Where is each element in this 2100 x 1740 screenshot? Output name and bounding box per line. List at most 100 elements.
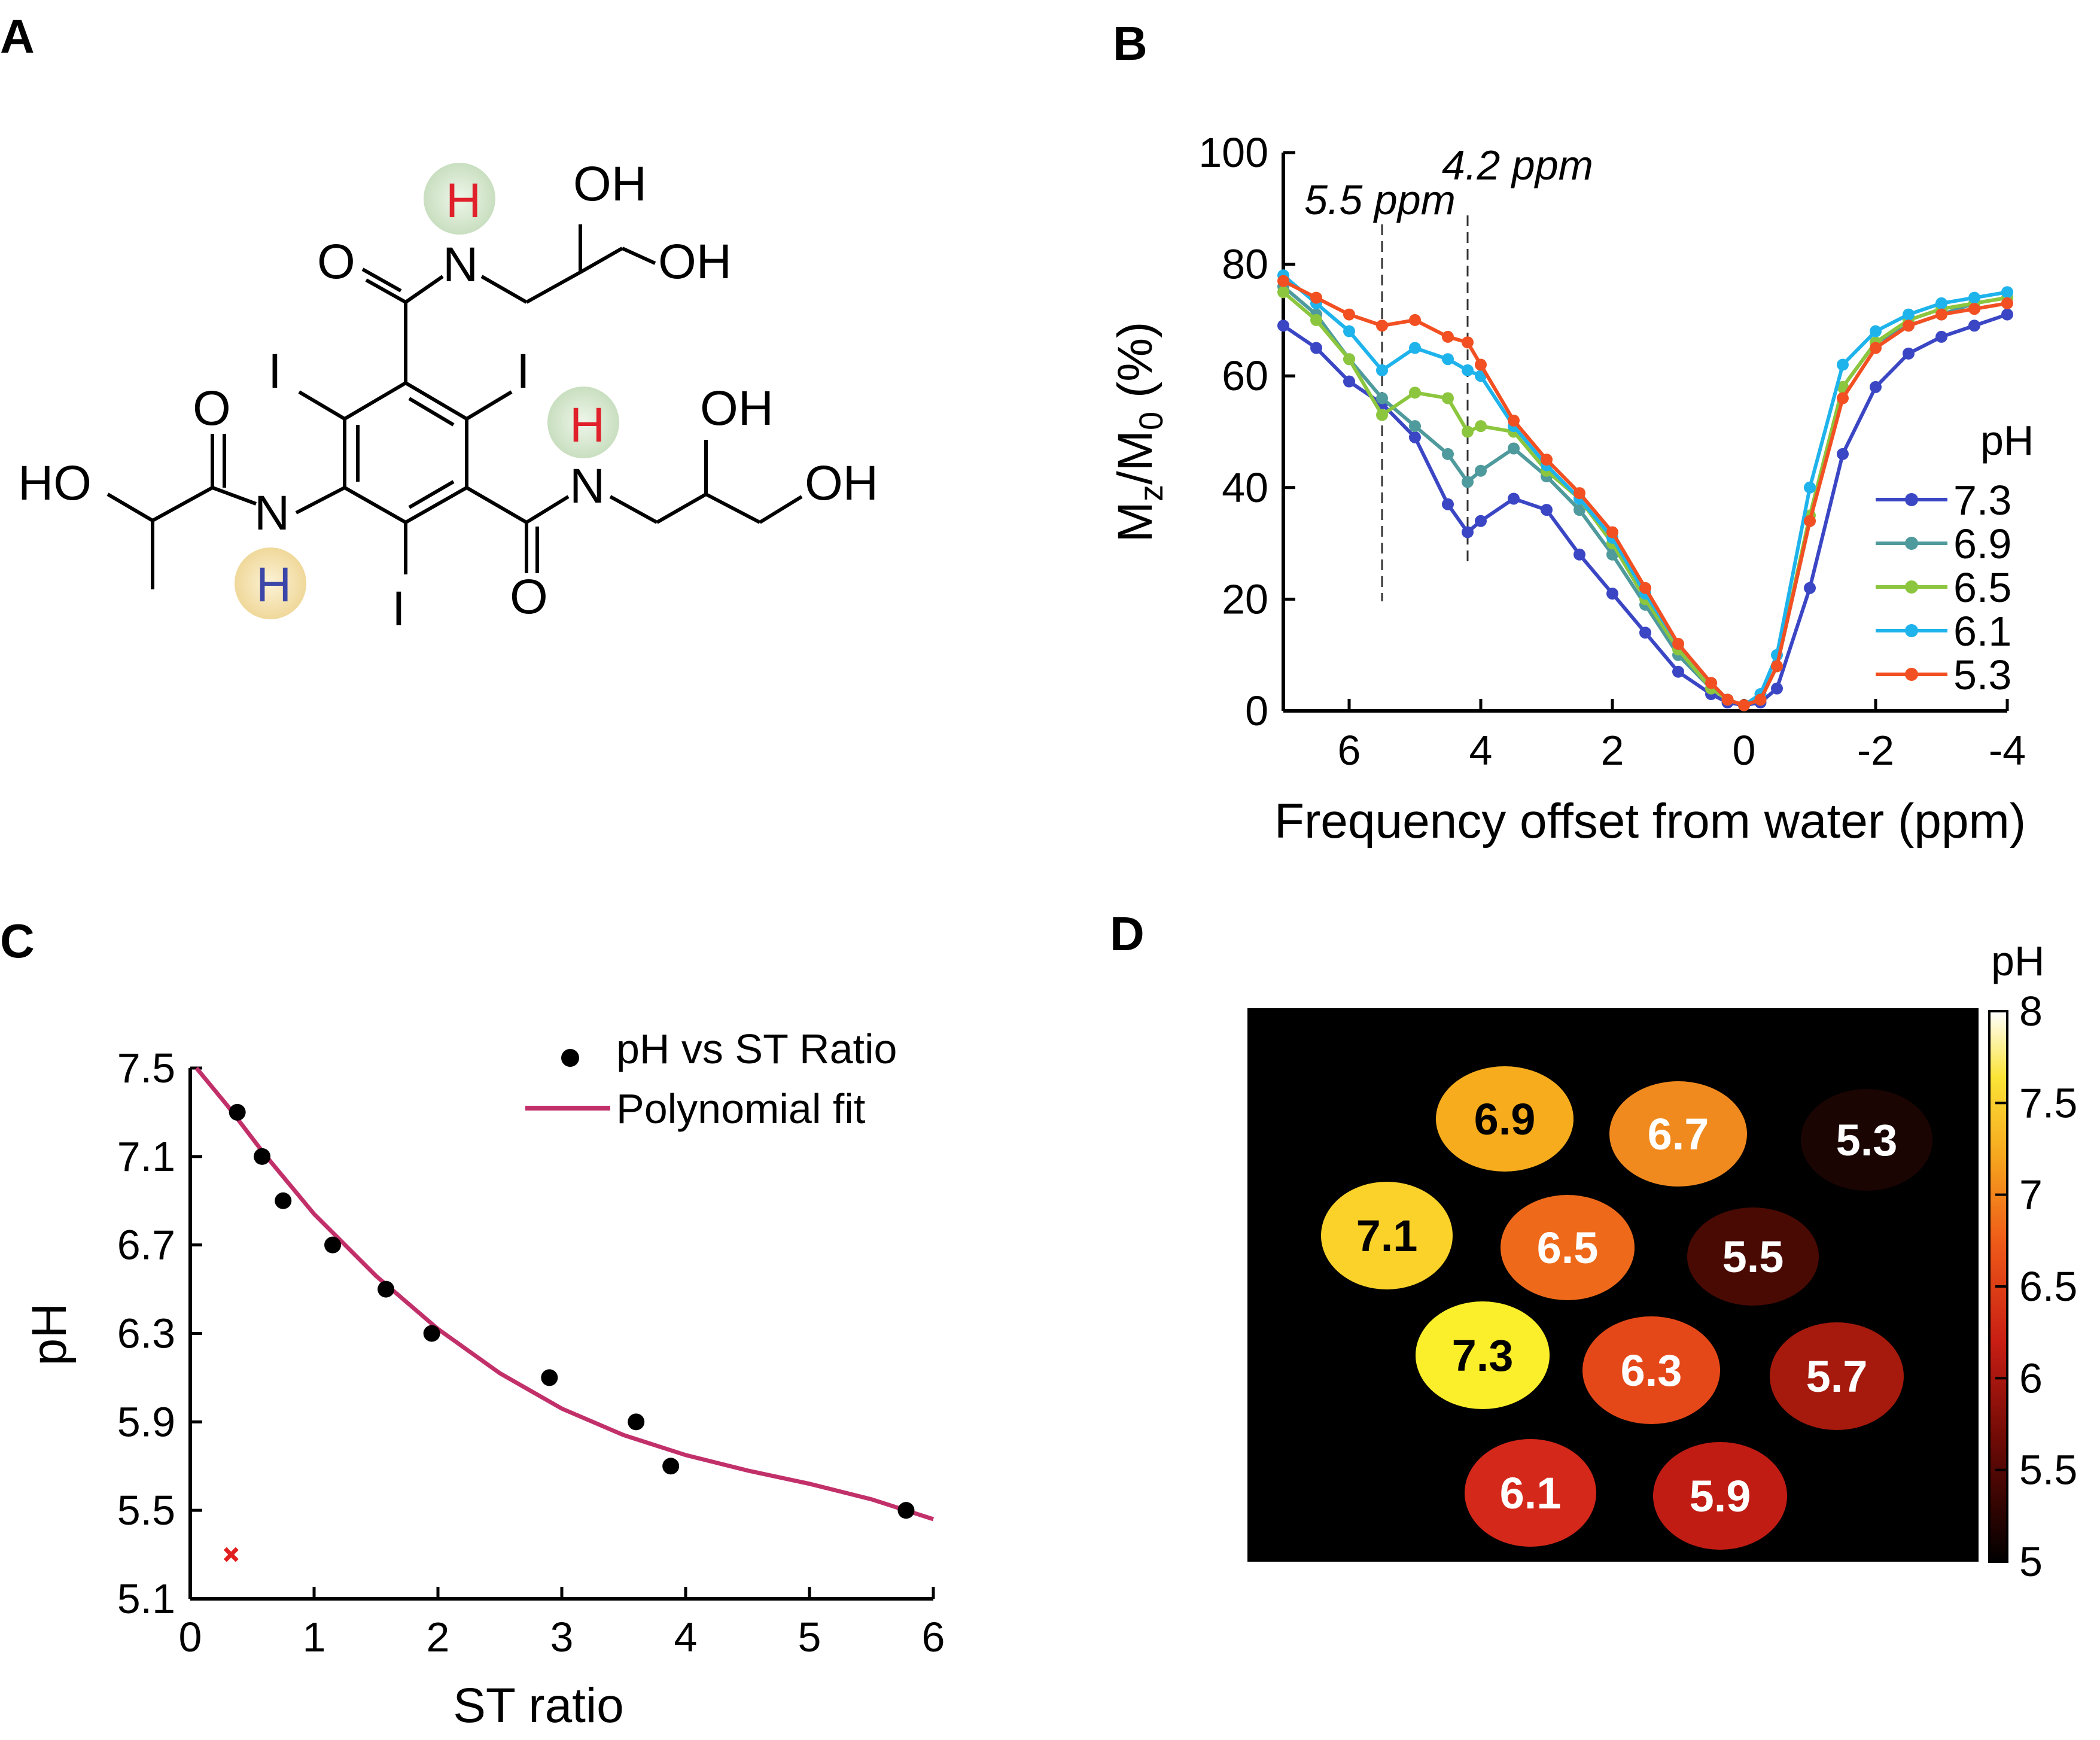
series-point-ph-5.3-6 bbox=[1462, 336, 1474, 349]
atom-o-bottom: O bbox=[510, 570, 548, 624]
b-xtick-label-2: 2 bbox=[1601, 727, 1624, 774]
series-point-ph-6.9-6 bbox=[1462, 476, 1474, 488]
atom-ho-left: HO bbox=[18, 456, 92, 510]
ph-spot-6.3 bbox=[1582, 1316, 1720, 1424]
ylabel-sub2: 0 bbox=[1132, 412, 1170, 430]
series-point-ph-5.3-9 bbox=[1541, 454, 1553, 466]
data-point-4 bbox=[378, 1280, 395, 1298]
series-point-ph-5.3-24 bbox=[1968, 303, 1980, 315]
legend-marker-points bbox=[561, 1049, 579, 1067]
ph-spot-label-5.5: 5.5 bbox=[1722, 1232, 1784, 1282]
atom-oh-top2: OH bbox=[658, 235, 732, 289]
atom-i-left: I bbox=[268, 344, 282, 399]
b-xtick-label-4: -2 bbox=[1857, 727, 1894, 774]
c-ytick-label-3: 6.3 bbox=[117, 1310, 175, 1357]
b-ytick-label-2: 40 bbox=[1222, 464, 1268, 511]
series-point-ph-5.3-1 bbox=[1310, 291, 1322, 304]
series-point-ph-6.1-25 bbox=[2001, 286, 2013, 299]
ph-spot-7.3 bbox=[1416, 1301, 1550, 1409]
ylabel-sub1: z bbox=[1132, 485, 1170, 501]
b-ytick-label-1: 20 bbox=[1222, 576, 1268, 622]
ph-spot-label-7.1: 7.1 bbox=[1356, 1211, 1418, 1261]
legend-label-fit: Polynomial fit bbox=[616, 1085, 865, 1132]
series-point-ph-5.3-4 bbox=[1409, 314, 1421, 326]
series-point-ph-7.3-9 bbox=[1541, 504, 1553, 516]
series-point-ph-5.3-16 bbox=[1738, 699, 1750, 711]
series-point-ph-7.3-1 bbox=[1310, 342, 1322, 354]
cbar-tick-label-3: 6.5 bbox=[2019, 1263, 2077, 1310]
series-point-ph-5.3-10 bbox=[1574, 487, 1585, 500]
series-point-ph-5.3-3 bbox=[1376, 320, 1388, 332]
series-point-ph-7.3-6 bbox=[1462, 526, 1474, 539]
amide-h-halo-right bbox=[547, 387, 619, 458]
series-point-ph-6.9-7 bbox=[1475, 464, 1487, 477]
series-point-ph-7.3-21 bbox=[1870, 381, 1882, 393]
ph-spot-label-5.9: 5.9 bbox=[1690, 1471, 1751, 1521]
series-point-ph-7.3-18 bbox=[1771, 682, 1783, 695]
series-point-ph-5.3-7 bbox=[1475, 358, 1487, 371]
series-point-ph-5.3-21 bbox=[1870, 342, 1882, 354]
data-point-3 bbox=[324, 1236, 342, 1254]
series-point-ph-6.1-21 bbox=[1870, 325, 1882, 337]
data-point-8 bbox=[662, 1458, 680, 1475]
series-point-ph-6.5-7 bbox=[1475, 420, 1487, 433]
series-line-ph-6.1 bbox=[1282, 273, 2008, 707]
structure-bonds bbox=[106, 224, 803, 589]
panel-c-outlier bbox=[223, 1547, 239, 1562]
b-xtick-label-1: 4 bbox=[1469, 727, 1493, 774]
b-xtick-label-3: 0 bbox=[1733, 727, 1756, 774]
series-point-ph-6.9-8 bbox=[1508, 442, 1520, 455]
outlier-point bbox=[223, 1547, 239, 1562]
c-xtick-label-3: 3 bbox=[550, 1614, 574, 1660]
atom-n-top: N bbox=[443, 238, 478, 292]
ph-spot-7.1 bbox=[1321, 1182, 1453, 1289]
series-point-ph-5.3-11 bbox=[1606, 526, 1618, 539]
legend-marker-ph-6.9 bbox=[1905, 537, 1918, 550]
chemical-structure: H N O OH OH I I I O HO N H H N O OH OH bbox=[18, 157, 878, 636]
legend-marker-ph-6.1 bbox=[1905, 624, 1918, 637]
series-point-ph-5.3-22 bbox=[1903, 320, 1915, 332]
cbar-tick-label-1: 5.5 bbox=[2019, 1447, 2077, 1493]
series-point-ph-6.9-10 bbox=[1574, 504, 1585, 516]
panel-b-series bbox=[1277, 269, 2013, 711]
series-point-ph-7.3-22 bbox=[1903, 347, 1915, 360]
series-point-ph-7.3-4 bbox=[1409, 431, 1421, 443]
legend-label-ph-5.3: 5.3 bbox=[1953, 652, 2011, 698]
c-xtick-label-0: 0 bbox=[179, 1614, 202, 1660]
panel-c-legend: pH vs ST Ratio Polynomial fit bbox=[525, 1026, 897, 1132]
c-ytick-label-1: 5.5 bbox=[117, 1487, 175, 1534]
legend-label-ph-6.1: 6.1 bbox=[1953, 608, 2011, 655]
legend-label-ph-7.3: 7.3 bbox=[1953, 477, 2011, 524]
series-point-ph-6.5-6 bbox=[1462, 425, 1474, 438]
series-line-ph-7.3 bbox=[1282, 312, 2008, 707]
data-point-6 bbox=[541, 1369, 558, 1386]
c-xtick-label-1: 1 bbox=[303, 1614, 326, 1660]
legend-label-ph-6.5: 6.5 bbox=[1953, 564, 2011, 611]
series-point-ph-5.3-12 bbox=[1639, 582, 1651, 594]
series-point-ph-5.3-19 bbox=[1804, 515, 1816, 527]
series-point-ph-5.3-8 bbox=[1508, 414, 1520, 427]
series-point-ph-5.3-25 bbox=[2001, 297, 2013, 309]
series-point-ph-7.3-24 bbox=[1968, 320, 1980, 332]
series-line-ph-5.3 bbox=[1282, 279, 2008, 707]
series-point-ph-7.3-23 bbox=[1935, 330, 1947, 343]
panel-c-x-axis-title: ST ratio bbox=[453, 1678, 624, 1733]
panel-d-ph-map: 6.9 6.7 5.3 7.1 6.5 5.5 7.3 6.3 5.7 6.1 5.9 5 5.5 6 6… bbox=[1247, 938, 2077, 1585]
series-point-ph-6.5-20 bbox=[1837, 381, 1849, 393]
data-point-2 bbox=[275, 1192, 292, 1209]
series-point-ph-6.1-5 bbox=[1442, 353, 1454, 366]
atom-h-red-right: H bbox=[570, 398, 605, 452]
ph-spot-label-7.3: 7.3 bbox=[1452, 1331, 1514, 1380]
structure-atoms: H N O OH OH I I I O HO N H H N O OH OH bbox=[18, 157, 878, 636]
series-point-ph-7.3-20 bbox=[1837, 448, 1849, 460]
panel-label-c: C bbox=[0, 914, 35, 968]
series-point-ph-5.3-5 bbox=[1442, 330, 1454, 343]
fit-curve bbox=[194, 1066, 935, 1522]
panel-c-ticks: 0 1 2 3 4 5 6 5.1 5.5 5.9 6.3 6.7 7.1 7.5 bbox=[117, 1045, 945, 1660]
series-point-ph-6.5-0 bbox=[1277, 286, 1289, 299]
c-ytick-label-4: 6.7 bbox=[117, 1222, 175, 1269]
atom-o-top: O bbox=[317, 235, 355, 289]
b-ytick-label-0: 0 bbox=[1245, 688, 1268, 734]
series-point-ph-6.5-5 bbox=[1442, 392, 1454, 404]
series-point-ph-7.3-10 bbox=[1574, 548, 1585, 561]
